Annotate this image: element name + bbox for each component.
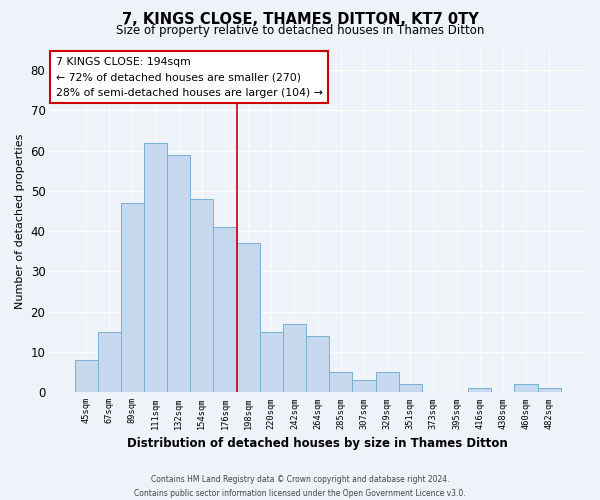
Bar bbox=[236, 244, 260, 392]
Bar bbox=[352, 380, 376, 392]
Bar bbox=[190, 199, 214, 392]
Text: Size of property relative to detached houses in Thames Ditton: Size of property relative to detached ho… bbox=[116, 24, 484, 37]
Bar bbox=[260, 332, 283, 392]
Bar bbox=[144, 142, 167, 392]
Bar bbox=[376, 372, 398, 392]
Bar bbox=[121, 203, 144, 392]
Bar bbox=[398, 384, 422, 392]
Y-axis label: Number of detached properties: Number of detached properties bbox=[15, 134, 25, 309]
Bar bbox=[329, 372, 352, 392]
Bar bbox=[306, 336, 329, 392]
Bar bbox=[283, 324, 306, 392]
Text: Contains HM Land Registry data © Crown copyright and database right 2024.
Contai: Contains HM Land Registry data © Crown c… bbox=[134, 476, 466, 498]
Bar bbox=[74, 360, 98, 392]
Bar bbox=[468, 388, 491, 392]
X-axis label: Distribution of detached houses by size in Thames Ditton: Distribution of detached houses by size … bbox=[127, 437, 508, 450]
Bar bbox=[538, 388, 560, 392]
Text: 7, KINGS CLOSE, THAMES DITTON, KT7 0TY: 7, KINGS CLOSE, THAMES DITTON, KT7 0TY bbox=[122, 12, 478, 28]
Text: 7 KINGS CLOSE: 194sqm
← 72% of detached houses are smaller (270)
28% of semi-det: 7 KINGS CLOSE: 194sqm ← 72% of detached … bbox=[56, 57, 323, 98]
Bar bbox=[98, 332, 121, 392]
Bar bbox=[514, 384, 538, 392]
Bar bbox=[167, 154, 190, 392]
Bar bbox=[214, 227, 236, 392]
